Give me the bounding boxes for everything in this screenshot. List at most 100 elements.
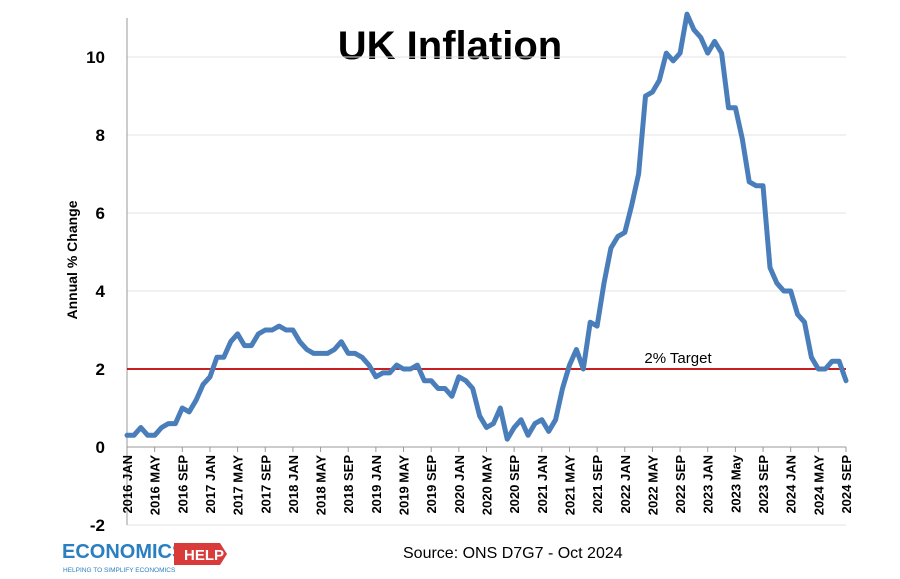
data-point xyxy=(215,355,219,359)
data-point xyxy=(464,379,468,383)
x-tick-label: 2016 JAN xyxy=(120,455,135,514)
y-tick-label: 8 xyxy=(96,126,105,145)
data-point xyxy=(235,332,239,336)
data-point xyxy=(443,386,447,390)
data-point xyxy=(616,234,620,238)
data-point xyxy=(498,406,502,410)
x-tick-label: 2024 SEP xyxy=(839,455,854,514)
data-point xyxy=(830,359,834,363)
data-point xyxy=(712,39,716,43)
data-point xyxy=(574,347,578,351)
data-point xyxy=(795,312,799,316)
x-tick-label: 2018 MAY xyxy=(314,455,329,516)
data-point xyxy=(844,379,848,383)
x-tick-label: 2023 JAN xyxy=(701,455,716,514)
data-point xyxy=(782,289,786,293)
data-point xyxy=(754,184,758,188)
data-point xyxy=(609,246,613,250)
data-point xyxy=(450,394,454,398)
y-tick-label: 0 xyxy=(96,438,105,457)
logo-badge-text: HELP xyxy=(184,547,224,564)
x-tick-label: 2021 SEP xyxy=(590,455,605,514)
data-point xyxy=(298,340,302,344)
data-point xyxy=(457,375,461,379)
data-point xyxy=(388,371,392,375)
data-point xyxy=(229,340,233,344)
data-point xyxy=(471,386,475,390)
data-point xyxy=(360,355,364,359)
x-tick-label: 2024 JAN xyxy=(784,455,799,514)
data-point xyxy=(837,359,841,363)
x-tick-label: 2019 MAY xyxy=(397,455,412,516)
x-tick-label: 2016 SEP xyxy=(175,455,190,514)
data-point xyxy=(173,421,177,425)
data-point xyxy=(422,379,426,383)
x-tick-label: 2020 SEP xyxy=(507,455,522,514)
data-point xyxy=(132,433,136,437)
data-point xyxy=(671,59,675,63)
logo-tagline: HELPING TO SIMPLIFY ECONOMICS xyxy=(63,567,176,574)
x-tick-label: 2023 SEP xyxy=(756,455,771,514)
data-point xyxy=(125,433,129,437)
data-point xyxy=(312,351,316,355)
source-note: Source: ONS D7G7 - Oct 2024 xyxy=(403,545,623,562)
data-point xyxy=(816,367,820,371)
data-point xyxy=(581,367,585,371)
data-point xyxy=(547,429,551,433)
x-tick-label: 2022 MAY xyxy=(645,455,660,516)
data-point xyxy=(284,328,288,332)
y-tick-label: 10 xyxy=(86,48,105,67)
data-point xyxy=(242,343,246,347)
data-point xyxy=(374,375,378,379)
data-points xyxy=(125,12,848,442)
data-point xyxy=(505,437,509,441)
data-point xyxy=(187,410,191,414)
data-point xyxy=(768,265,772,269)
data-point xyxy=(394,363,398,367)
data-point xyxy=(657,78,661,82)
chart-title: UK Inflation xyxy=(337,24,563,68)
data-point xyxy=(719,51,723,55)
data-point xyxy=(630,203,634,207)
target-label: 2% Target xyxy=(644,350,712,367)
data-point xyxy=(166,421,170,425)
data-point xyxy=(595,324,599,328)
data-point xyxy=(526,433,530,437)
data-point xyxy=(699,35,703,39)
data-point xyxy=(415,363,419,367)
data-point xyxy=(477,414,481,418)
data-point xyxy=(263,328,267,332)
data-point xyxy=(553,418,557,422)
data-point xyxy=(139,425,143,429)
data-point xyxy=(802,320,806,324)
x-tick-label: 2018 JAN xyxy=(286,455,301,514)
data-point xyxy=(692,28,696,32)
x-tick-label: 2019 JAN xyxy=(369,455,384,514)
x-tick-labels: 2016 JAN 2016 MAY 2016 SEP 2017 JAN 2017 MAY… xyxy=(120,447,854,515)
data-point xyxy=(353,351,357,355)
data-point xyxy=(256,332,260,336)
data-point xyxy=(733,106,737,110)
data-point xyxy=(201,382,205,386)
data-point xyxy=(381,371,385,375)
logo-main-text: ECONOMICS xyxy=(62,541,185,563)
y-axis-label: Annual % Change xyxy=(64,200,80,319)
x-tick-label: 2017 MAY xyxy=(231,455,246,516)
data-point xyxy=(567,363,571,367)
data-point xyxy=(664,51,668,55)
data-point xyxy=(519,418,523,422)
data-point xyxy=(291,328,295,332)
data-point xyxy=(270,328,274,332)
data-point xyxy=(636,172,640,176)
data-point xyxy=(540,418,544,422)
data-point xyxy=(332,347,336,351)
y-tick-label: -2 xyxy=(90,516,105,535)
x-tick-label: 2022 JAN xyxy=(618,455,633,514)
data-point xyxy=(367,363,371,367)
data-point xyxy=(726,106,730,110)
economics-help-logo: ECONOMICS HELP HELPING TO SIMPLIFY ECONO… xyxy=(62,541,227,574)
y-tick-label: 4 xyxy=(96,282,106,301)
data-point xyxy=(747,180,751,184)
x-tick-label: 2017 JAN xyxy=(203,455,218,514)
data-point xyxy=(194,398,198,402)
